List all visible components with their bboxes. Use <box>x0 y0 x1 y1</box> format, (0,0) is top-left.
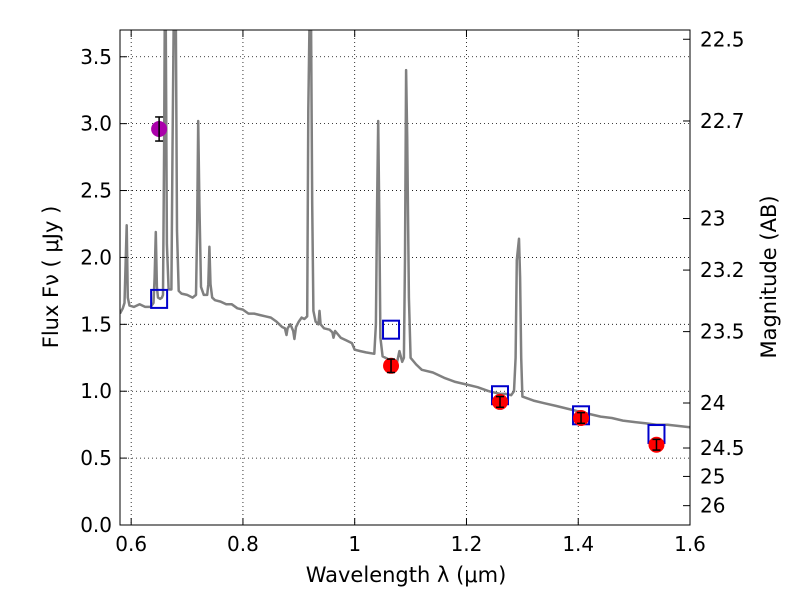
axes-frame <box>119 29 691 526</box>
y-tick-label: 1.0 <box>80 379 112 403</box>
y2-tick-label: 24.5 <box>700 436 745 460</box>
model-photometry-square <box>382 319 401 340</box>
x-tick-label: 0.8 <box>227 532 259 556</box>
y2-tick-label: 24 <box>700 391 725 415</box>
model-spectrum-line <box>120 30 690 429</box>
y-tick-label: 0.0 <box>80 513 112 537</box>
model-photometry-square <box>150 288 169 309</box>
y2-tick-label: 23 <box>700 207 725 231</box>
y2-tick-label: 22.7 <box>700 109 745 133</box>
axes-layer <box>119 29 691 526</box>
ticks-layer: 0.6 0.8 1 1.2 1.4 1.6 0.0 0.5 1.0 1.5 2.0 2.5 3.0 3.5… <box>80 27 744 556</box>
x-tick-label: 1 <box>348 532 361 556</box>
y2-axis-title: Magnitude (AB) <box>757 195 781 358</box>
x-tick-label: 1.4 <box>562 532 594 556</box>
y-tick-label: 3.5 <box>80 45 112 69</box>
y-tick-label: 1.5 <box>80 312 112 336</box>
y2-tick-label: 23.5 <box>700 320 745 344</box>
plot-area <box>120 30 690 453</box>
y-tick-label: 2.5 <box>80 179 112 203</box>
x-tick-label: 1.2 <box>451 532 483 556</box>
y2-tick-label: 25 <box>700 464 725 488</box>
x-tick-label: 1.6 <box>674 532 706 556</box>
y-tick-label: 0.5 <box>80 446 112 470</box>
x-axis-title: Wavelength λ (μm) <box>306 563 507 587</box>
x-tick-label: 0.6 <box>115 532 147 556</box>
y2-tick-label: 23.2 <box>700 258 745 282</box>
y2-tick-label: 26 <box>700 494 725 518</box>
y-axis-title: Flux Fν ( μJy ) <box>39 206 63 349</box>
plot-layer <box>120 30 690 453</box>
y-tick-label: 3.0 <box>80 112 112 136</box>
y2-tick-label: 22.5 <box>700 27 745 51</box>
y-tick-label: 2.0 <box>80 245 112 269</box>
